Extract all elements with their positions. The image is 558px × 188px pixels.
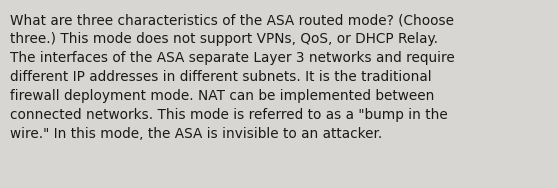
Text: What are three characteristics of the ASA routed mode? (Choose
three.) This mode: What are three characteristics of the AS… (10, 13, 455, 141)
